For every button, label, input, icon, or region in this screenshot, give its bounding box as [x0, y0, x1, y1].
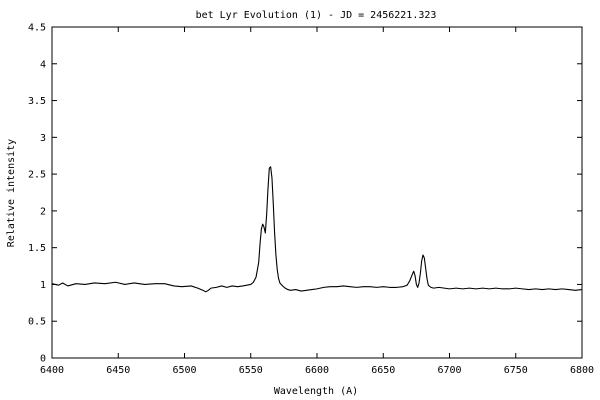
x-tick-label: 6550 [239, 365, 263, 376]
y-tick-label: 0.5 [28, 317, 46, 328]
x-tick-label: 6700 [437, 365, 461, 376]
x-tick-label: 6450 [106, 365, 130, 376]
y-tick-label: 1.5 [28, 243, 46, 254]
x-tick-label: 6400 [40, 365, 64, 376]
spectrum-line [51, 166, 583, 293]
y-tick-label: 2 [40, 206, 46, 217]
x-tick-label: 6750 [504, 365, 528, 376]
y-tick-label: 1 [40, 280, 46, 291]
y-tick-label: 4 [40, 59, 46, 70]
y-tick-label: 4.5 [28, 23, 46, 34]
y-tick-label: 3.5 [28, 96, 46, 107]
x-tick-label: 6600 [305, 365, 329, 376]
x-tick-label: 6500 [172, 365, 196, 376]
y-tick-label: 3 [40, 133, 46, 144]
y-tick-label: 2.5 [28, 170, 46, 181]
y-tick-label: 0 [40, 354, 46, 365]
chart-title: bet Lyr Evolution (1) - JD = 2456221.323 [196, 10, 437, 21]
y-axis-label: Relative intensity [6, 139, 17, 247]
plot-area: 6400 6450 6500 6550 6600 6650 6700 6750 6800 0 0.5… [28, 23, 594, 377]
x-tick-label: 6800 [570, 365, 594, 376]
x-axis-label: Wavelength (A) [274, 386, 358, 397]
plot-frame [51, 26, 583, 359]
x-tick-label: 6650 [371, 365, 395, 376]
